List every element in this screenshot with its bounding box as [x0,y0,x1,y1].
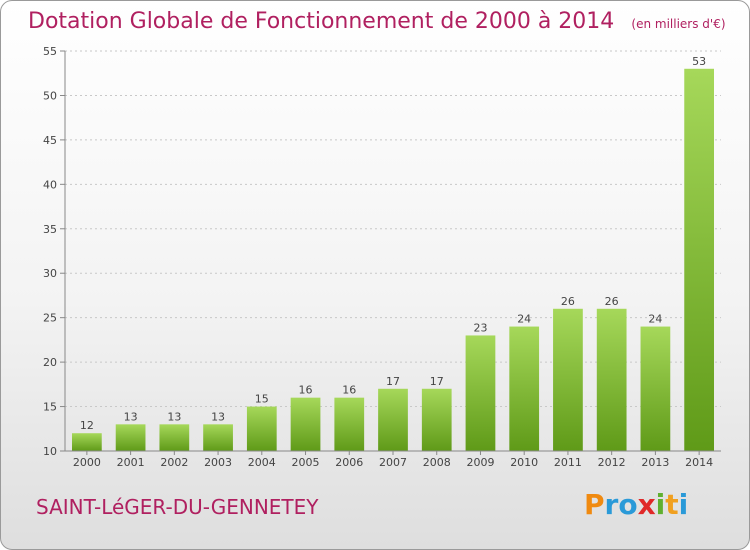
x-tick-label-2007: 2007 [379,456,407,469]
x-tick-label-2012: 2012 [598,456,626,469]
x-tick-label-2006: 2006 [335,456,363,469]
y-tick-label-40: 40 [43,178,57,191]
value-label-2013: 24 [648,313,662,326]
x-tick-label-2010: 2010 [510,456,538,469]
value-label-2010: 24 [517,313,531,326]
bar-2010 [509,326,540,451]
y-tick-label-55: 55 [43,45,57,58]
bar-2006 [334,397,365,451]
value-label-2006: 16 [342,384,356,397]
logo-letter: i [678,488,689,521]
value-label-2001: 13 [124,410,138,423]
bar-2014 [684,68,715,452]
logo-letter: P [584,488,605,521]
y-tick-label-35: 35 [43,223,57,236]
bar-2009 [465,335,496,451]
bar-2003 [203,424,233,451]
proxiti-logo: Proxiti [584,488,688,521]
x-tick-label-2002: 2002 [160,456,188,469]
bar-2005 [290,397,321,451]
value-label-2014: 53 [692,55,706,68]
bar-2000 [71,433,102,451]
x-tick-label-2000: 2000 [73,456,101,469]
x-tick-label-2005: 2005 [292,456,320,469]
bar-2013 [640,326,671,451]
x-tick-label-2011: 2011 [554,456,582,469]
value-label-2012: 26 [605,295,619,308]
logo-letter: x [637,488,656,521]
bar-2007 [378,388,408,451]
x-tick-label-2013: 2013 [641,456,669,469]
logo-letter: o [618,488,638,521]
x-tick-label-2009: 2009 [466,456,494,469]
bar-2001 [115,424,146,451]
value-label-2007: 17 [386,375,400,388]
bar-layer: 12 13 13 13 15 16 16 17 17 23 24 26 26 24 53 [71,55,715,452]
y-tick-label-45: 45 [43,134,57,147]
logo-letter: t [665,488,679,521]
commune-name: SAINT-LéGER-DU-GENNETEY [36,495,319,519]
axis-layer: 10 15 20 25 30 35 40 45 50 55 2000 2001 2002 2003 2004… [43,45,721,469]
bar-2008 [421,388,452,451]
value-label-2002: 13 [167,410,181,423]
bar-2002 [159,424,190,451]
y-tick-label-15: 15 [43,401,57,414]
y-tick-label-10: 10 [43,445,57,458]
y-tick-label-30: 30 [43,267,57,280]
chart-title: Dotation Globale de Fonctionnement de 20… [28,9,726,34]
value-label-2003: 13 [211,410,225,423]
y-tick-label-25: 25 [43,312,57,325]
x-tick-label-2008: 2008 [423,456,451,469]
value-label-2008: 17 [430,375,444,388]
bar-2004 [246,406,277,451]
value-label-2000: 12 [80,419,94,432]
value-label-2004: 15 [255,393,269,406]
y-tick-label-50: 50 [43,89,57,102]
value-label-2009: 23 [473,321,487,334]
x-tick-label-2014: 2014 [685,456,713,469]
y-tick-label-20: 20 [43,356,57,369]
bar-2012 [596,308,627,451]
chart-title-text: Dotation Globale de Fonctionnement de 20… [28,9,615,34]
logo-letter: i [655,488,666,521]
value-label-2005: 16 [299,384,313,397]
bar-2011 [553,308,583,451]
value-label-2011: 26 [561,295,575,308]
x-tick-label-2003: 2003 [204,456,232,469]
chart-unit-label: (en milliers d'€) [631,17,726,31]
logo-letter: r [604,488,619,521]
x-tick-label-2001: 2001 [117,456,145,469]
x-tick-label-2004: 2004 [248,456,276,469]
